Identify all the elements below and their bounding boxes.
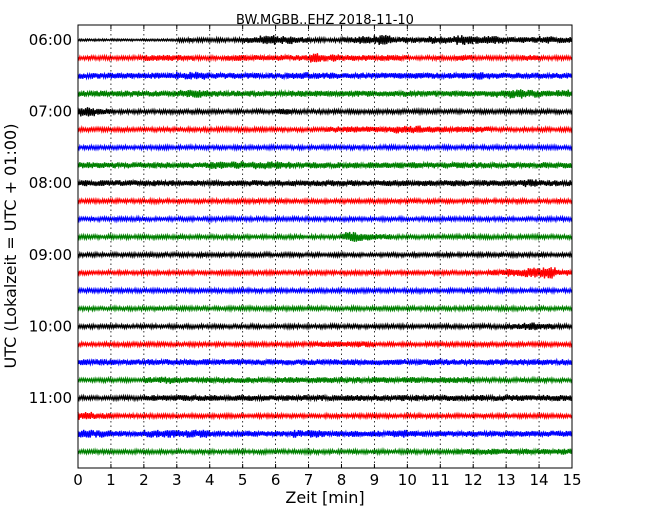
x-tick-label: 12 bbox=[464, 471, 483, 489]
x-tick-label: 0 bbox=[73, 471, 83, 489]
trace-1145 bbox=[77, 447, 573, 457]
trace-0615 bbox=[77, 53, 573, 63]
x-tick-label: 9 bbox=[370, 471, 380, 489]
y-tick-label: 06:00 bbox=[29, 31, 72, 49]
x-tick-label: 14 bbox=[530, 471, 549, 489]
x-tick-label: 15 bbox=[562, 471, 581, 489]
x-axis-label: Zeit [min] bbox=[285, 488, 364, 507]
trace-1115 bbox=[77, 411, 573, 421]
x-tick-label: 11 bbox=[431, 471, 450, 489]
trace-1100 bbox=[77, 393, 573, 403]
trace-0845 bbox=[77, 231, 573, 242]
trace-0630 bbox=[77, 71, 573, 81]
trace-0700 bbox=[77, 107, 573, 117]
trace-1030 bbox=[77, 357, 573, 367]
x-tick-label: 3 bbox=[172, 471, 182, 489]
y-tick-label: 10:00 bbox=[29, 317, 72, 335]
plot-frame bbox=[77, 24, 573, 469]
trace-0745 bbox=[77, 160, 573, 170]
x-tick-label: 6 bbox=[271, 471, 281, 489]
trace-0930 bbox=[77, 286, 573, 296]
trace-0645 bbox=[77, 88, 573, 99]
x-tick-label: 8 bbox=[337, 471, 347, 489]
trace-0945 bbox=[77, 303, 573, 314]
trace-1045 bbox=[77, 375, 573, 385]
trace-0815 bbox=[77, 196, 573, 206]
trace-0730 bbox=[77, 142, 573, 152]
trace-1000 bbox=[77, 321, 573, 331]
x-tick-label: 13 bbox=[497, 471, 516, 489]
y-tick-label: 07:00 bbox=[29, 103, 72, 121]
x-tick-label: 10 bbox=[398, 471, 417, 489]
x-tick-label: 7 bbox=[304, 471, 314, 489]
y-tick-label: 09:00 bbox=[29, 246, 72, 264]
y-tick-label: 11:00 bbox=[29, 389, 72, 407]
trace-0800 bbox=[77, 178, 573, 188]
x-tick-label: 4 bbox=[205, 471, 215, 489]
x-tick-label: 5 bbox=[238, 471, 248, 489]
x-tick-label: 2 bbox=[139, 471, 149, 489]
y-axis-label: UTC (Lokalzeit = UTC + 01:00) bbox=[1, 124, 20, 369]
trace-0830 bbox=[77, 214, 573, 224]
chart-title: BW.MGBB..EHZ 2018-11-10 bbox=[236, 13, 414, 28]
trace-0600 bbox=[77, 34, 573, 45]
trace-1130 bbox=[77, 429, 573, 439]
y-tick-label: 08:00 bbox=[29, 174, 72, 192]
trace-0915 bbox=[77, 267, 573, 279]
x-tick-label: 1 bbox=[106, 471, 116, 489]
trace-1015 bbox=[77, 339, 573, 349]
trace-0715 bbox=[77, 124, 573, 134]
trace-0900 bbox=[77, 250, 573, 260]
